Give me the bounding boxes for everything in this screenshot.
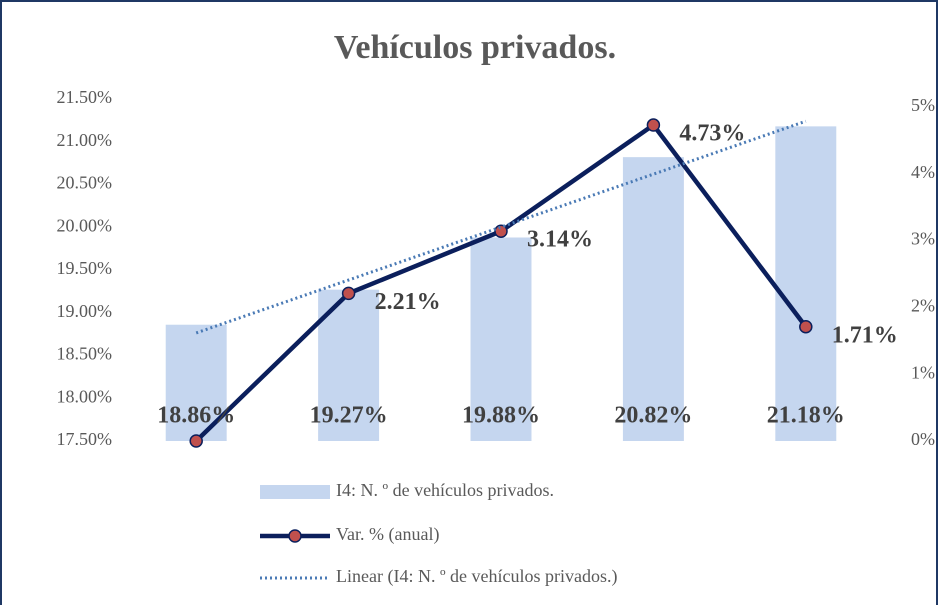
y-tick-label: 18.00% [57, 386, 113, 406]
legend-swatch [288, 529, 302, 543]
y-tick-label: 19.50% [57, 258, 113, 278]
line-marker [341, 286, 356, 301]
y-tick-label: 20.00% [57, 215, 113, 235]
y-tick-label: 18.50% [57, 344, 113, 364]
bar-value-label: 18.86% [157, 403, 235, 429]
bar-value-label: 19.88% [462, 403, 540, 429]
bar-value-label: 21.18% [767, 403, 845, 429]
bar-value-label: 20.82% [614, 403, 692, 429]
line-marker [189, 434, 203, 448]
y2-tick-label: 2% [911, 296, 935, 316]
y2-tick-label: 3% [911, 229, 935, 249]
line-value-label: 1.71% [832, 322, 898, 348]
bar-value-label: 19.27% [310, 403, 388, 429]
y2-tick-label: 5% [911, 95, 935, 115]
y2-tick-label: 1% [911, 362, 935, 382]
chart-title: Vehículos privados. [334, 29, 616, 66]
bar [775, 126, 837, 442]
y2-tick-label: 0% [911, 429, 935, 449]
line-marker [494, 224, 508, 238]
y-tick-label: 20.50% [57, 173, 113, 193]
line-marker [799, 320, 813, 334]
legend-label: I4: N. º de vehículos privados. [336, 480, 554, 500]
y-tick-label: 21.00% [57, 130, 113, 150]
y-tick-label: 21.50% [57, 87, 113, 107]
bar [470, 237, 532, 441]
line-value-label: 2.21% [375, 289, 441, 315]
line-value-label: 3.14% [527, 227, 593, 253]
legend-label: Linear (I4: N. º de vehículos privados.) [336, 566, 618, 587]
bar [622, 157, 684, 441]
line-marker [646, 118, 661, 132]
y2-tick-label: 4% [911, 162, 935, 182]
y-tick-label: 17.50% [57, 429, 113, 449]
line-value-label: 4.73% [679, 121, 745, 147]
legend-swatch [260, 485, 330, 499]
legend-label: Var. % (anual) [336, 524, 439, 545]
y-tick-label: 19.00% [57, 301, 113, 321]
